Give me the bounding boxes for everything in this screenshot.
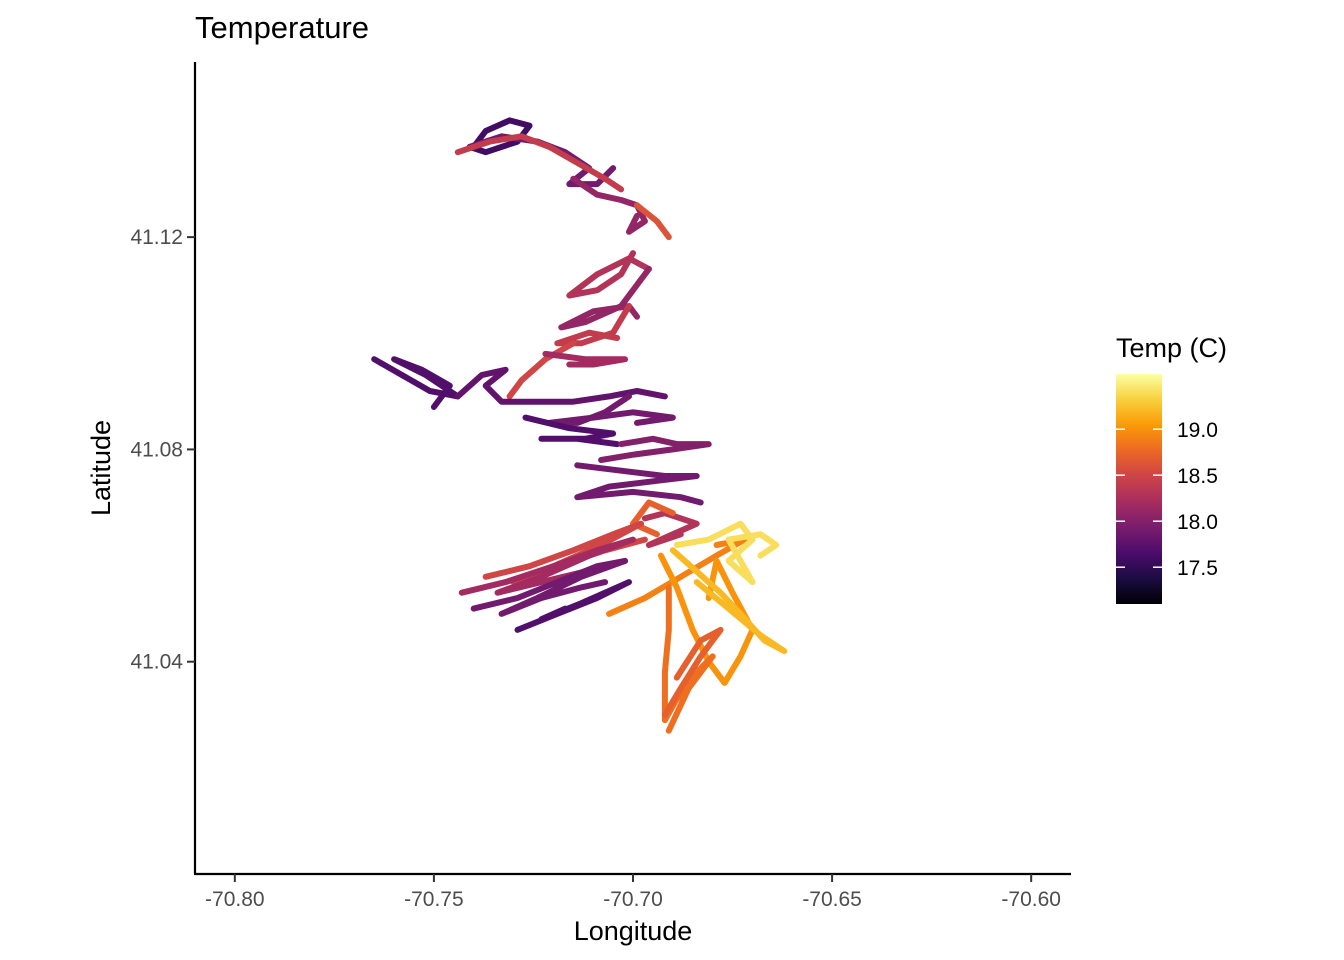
track-segment [558, 266, 652, 331]
track-segment [669, 547, 788, 655]
y-axis-ticks: 41.04 41.08 41.12 [130, 226, 195, 674]
track-segment [634, 202, 672, 241]
track-segment [657, 552, 756, 686]
x-tick-label: -70.80 [205, 888, 265, 911]
legend-tick-label: 19.0 [1177, 419, 1218, 442]
legend-colorbar [1116, 374, 1162, 604]
y-tick-label: 41.04 [130, 651, 183, 674]
track-segment [454, 366, 668, 405]
track-paths [371, 117, 788, 734]
legend-title: Temp (C) [1116, 333, 1227, 363]
y-axis-title: Latitude [86, 420, 116, 516]
track-segment [454, 133, 625, 193]
track-segment [673, 520, 780, 586]
color-legend: Temp (C) 17.5 18.0 18.5 19.0 [1116, 333, 1227, 604]
track-segment [630, 499, 676, 538]
track-segment [470, 557, 628, 617]
x-axis-title: Longitude [574, 916, 693, 946]
x-tick-label: -70.70 [603, 888, 663, 911]
track-segment [522, 414, 621, 448]
legend-tick-label: 18.0 [1177, 511, 1218, 534]
chart-title: Temperature [195, 10, 369, 45]
x-tick-label: -70.60 [1001, 888, 1061, 911]
x-tick-label: -70.65 [802, 888, 862, 911]
track-segment [466, 117, 533, 156]
track-segment [546, 393, 676, 426]
y-tick-label: 41.12 [130, 226, 183, 249]
legend-tick-label: 17.5 [1177, 557, 1218, 580]
track-segment [458, 536, 636, 596]
track-segment [542, 350, 628, 368]
track-segment [598, 435, 712, 463]
legend-tick-label: 18.5 [1177, 465, 1218, 488]
y-tick-label: 41.08 [130, 438, 183, 461]
x-tick-label: -70.75 [404, 888, 464, 911]
track-segment [514, 579, 632, 633]
track-segment [574, 462, 704, 506]
x-axis-ticks: -70.80 -70.75 -70.70 -70.65 -70.60 [205, 874, 1061, 911]
track-segment [506, 340, 577, 400]
track-segment [566, 250, 652, 299]
track-segment [661, 626, 724, 718]
legend-ticks: 17.5 18.0 18.5 19.0 [1116, 419, 1218, 580]
track-segment [371, 356, 461, 410]
track-segment [641, 510, 700, 548]
